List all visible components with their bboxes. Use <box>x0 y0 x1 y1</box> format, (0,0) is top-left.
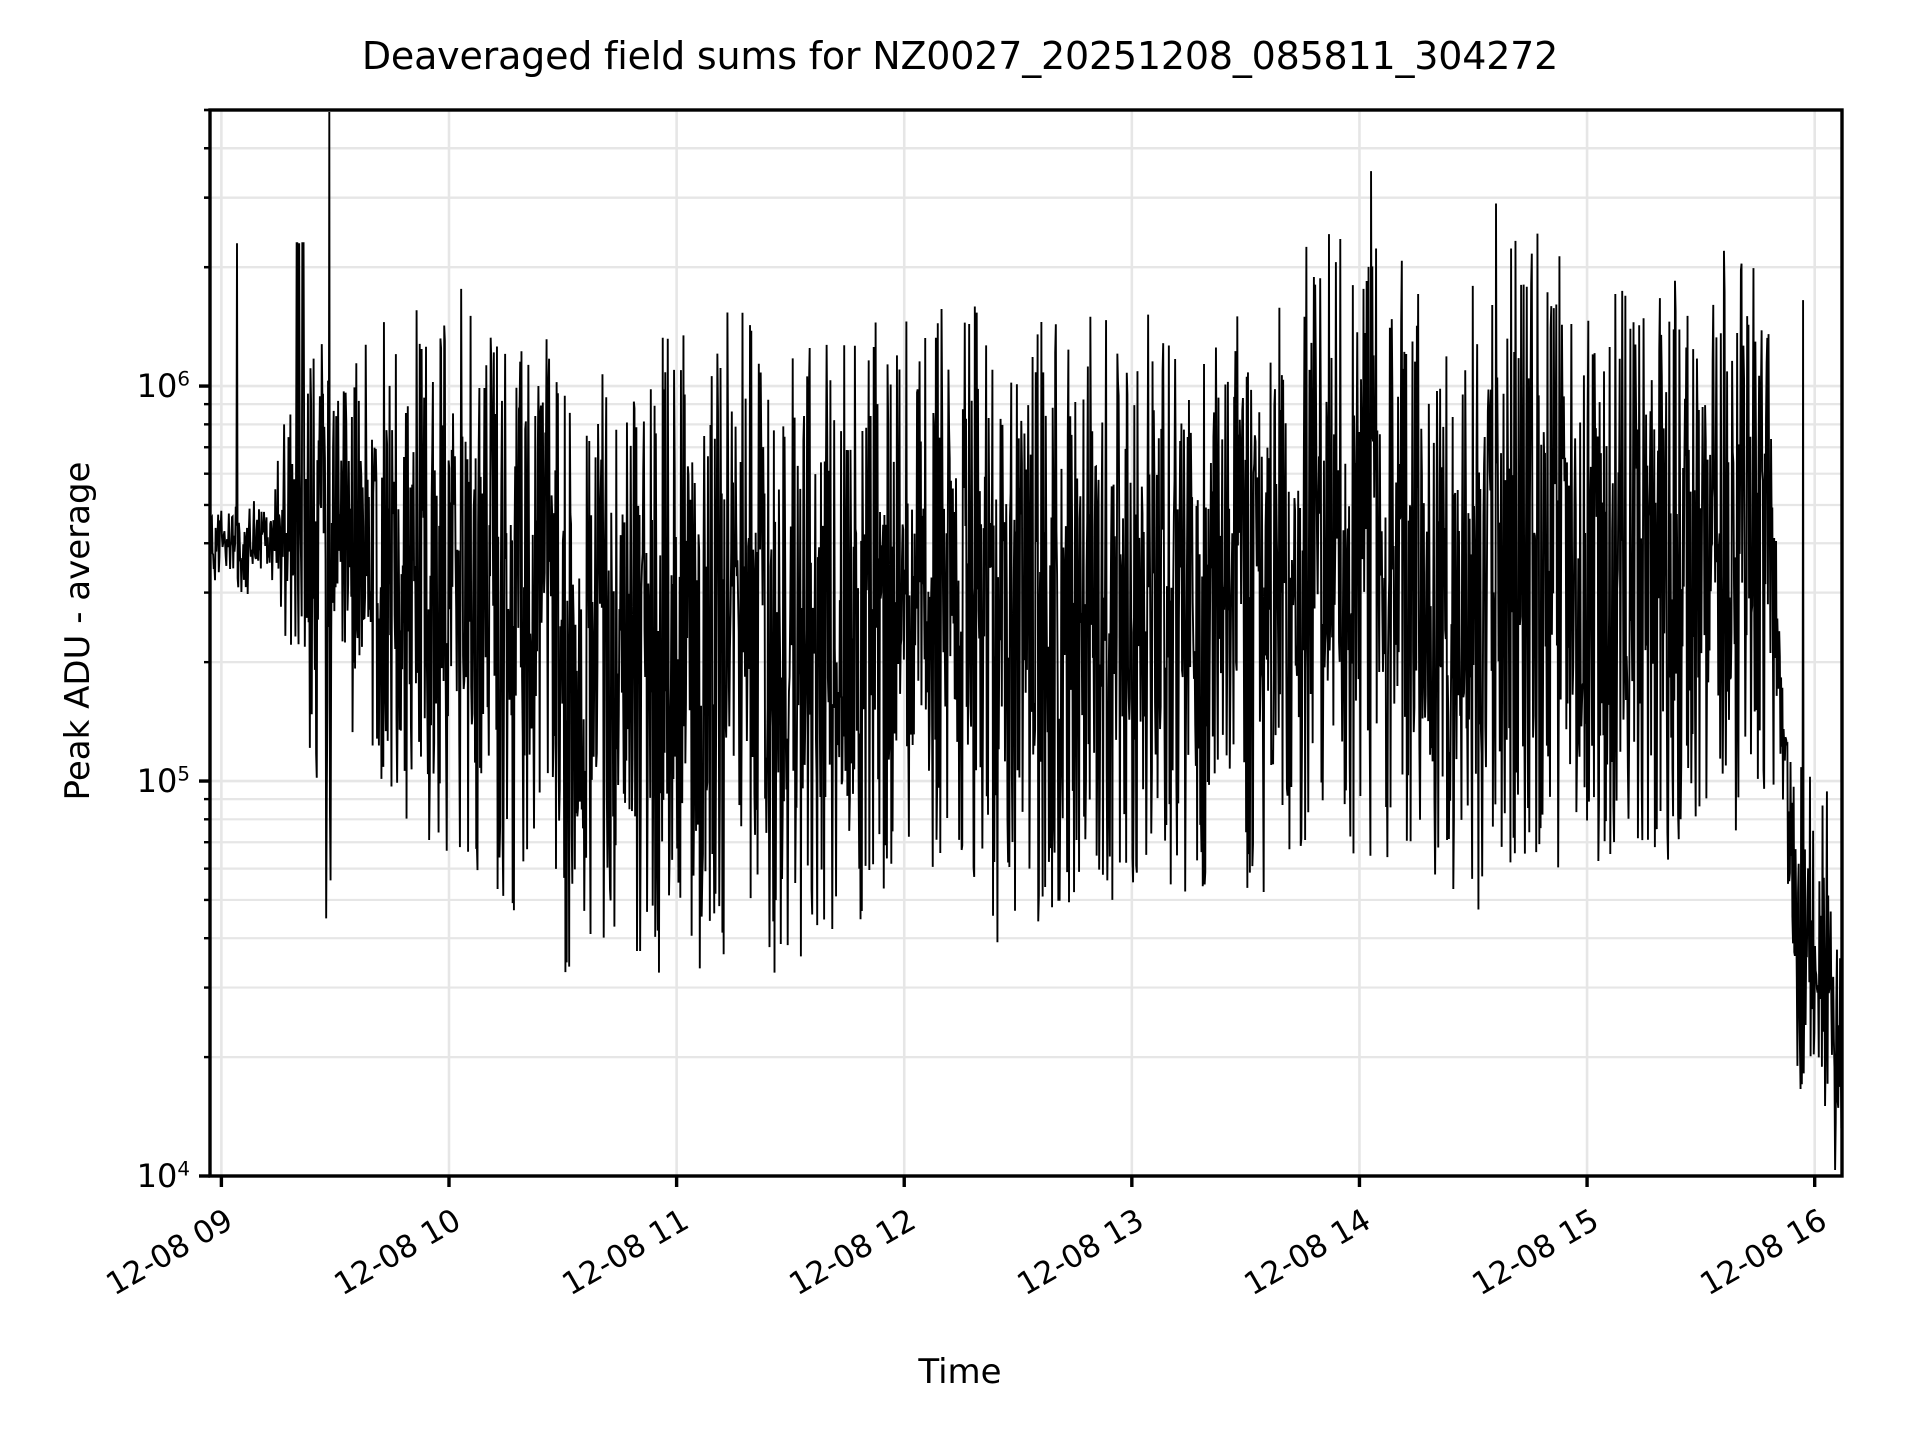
data-series-line <box>210 111 1842 1170</box>
y-axis-label: Peak ADU - average <box>58 461 98 801</box>
y-tick-label: 106 <box>136 367 190 406</box>
chart-title: Deaveraged field sums for NZ0027_2025120… <box>361 34 1559 78</box>
y-tick-label: 105 <box>136 762 190 801</box>
y-tick-label: 104 <box>136 1157 190 1195</box>
series-path <box>210 111 1842 1170</box>
x-axis-label: Time <box>918 1352 1002 1392</box>
axes-spines <box>208 108 1844 1178</box>
axis-tick-marks <box>199 108 1817 1187</box>
